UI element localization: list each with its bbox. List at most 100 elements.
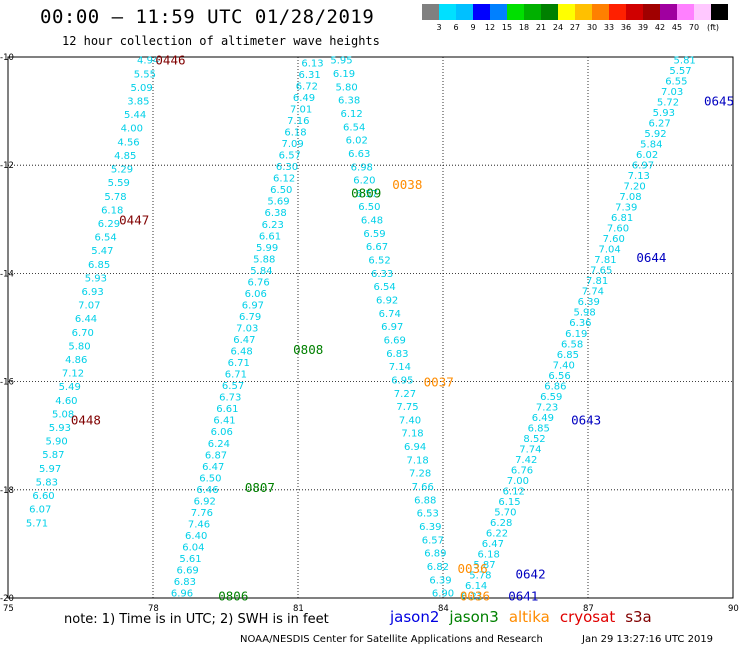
wave-height-value: 5.44	[124, 110, 146, 121]
wave-height-value: 7.08	[619, 192, 641, 203]
wave-height-value: 6.58	[561, 339, 583, 350]
wave-height-value: 6.02	[636, 150, 658, 161]
wave-height-value: 6.73	[219, 393, 241, 404]
wave-height-value: 6.22	[486, 528, 508, 539]
wave-height-value: 6.56	[548, 371, 570, 382]
legend-item-altika: altika	[508, 608, 550, 626]
wave-height-value: 7.46	[188, 519, 210, 530]
wave-height-value: 6.07	[29, 505, 51, 516]
wave-height-value: 5.87	[42, 450, 64, 461]
wave-height-value: 6.48	[361, 216, 383, 227]
wave-height-value: 6.38	[264, 208, 286, 219]
color-swatch	[660, 4, 677, 20]
wave-height-value: 6.96	[171, 589, 193, 600]
wave-height-value: 5.55	[134, 69, 156, 80]
wave-height-value: 6.39	[419, 522, 441, 533]
pass-time-label: 0036	[460, 588, 490, 603]
notes-text: note: 1) Time is in UTC; 2) SWH is in fe…	[64, 612, 329, 627]
wave-height-value: 5.70	[494, 507, 516, 518]
wave-height-value: 7.14	[389, 362, 411, 373]
wave-height-value: 6.50	[270, 185, 292, 196]
wave-height-value: 6.52	[368, 256, 390, 267]
wave-height-value: 6.61	[216, 404, 238, 415]
wave-height-value: 4.60	[55, 396, 77, 407]
color-scale-label: 27	[569, 23, 581, 32]
wave-height-value: 5.84	[250, 266, 272, 277]
x-tick-label: 84	[438, 604, 449, 614]
x-tick-label: 90	[728, 604, 739, 614]
wave-height-value: 6.13	[301, 58, 323, 69]
wave-height-value: 6.71	[228, 358, 250, 369]
wave-height-value: 6.28	[490, 518, 512, 529]
wave-height-value: 5.98	[573, 308, 595, 319]
wave-height-value: 6.72	[296, 81, 318, 92]
wave-height-value: 6.54	[95, 233, 117, 244]
x-tick-label: 75	[3, 604, 14, 614]
wave-height-value: 6.57	[279, 151, 301, 162]
wave-height-value: 6.12	[273, 174, 295, 185]
wave-height-value: 5.97	[39, 464, 61, 475]
color-scale-label: 3	[436, 23, 442, 32]
wave-height-value: 6.54	[374, 282, 396, 293]
color-scale-label: 21	[535, 23, 547, 32]
pass-time-label: 0036	[458, 561, 488, 576]
track-0641-0645: 5.815.576.557.035.725.936.275.925.846.02…	[461, 56, 696, 603]
color-swatch	[439, 4, 456, 20]
wave-height-value: 6.97	[632, 161, 654, 172]
legend-item-jason2: jason2	[390, 608, 440, 626]
wave-height-value: 6.14	[465, 581, 487, 592]
wave-height-value: 5.80	[335, 82, 357, 93]
wave-height-value: 4.00	[121, 124, 143, 135]
wave-height-value: 6.98	[351, 162, 373, 173]
wave-height-value: 7.16	[287, 116, 309, 127]
pass-time-label: 0806	[218, 588, 248, 603]
wave-height-value: 5.29	[111, 165, 133, 176]
wave-height-value: 6.79	[239, 312, 261, 323]
pass-time-label: 0641	[508, 588, 538, 603]
altimeter-tracks: 4.94 5.55 5.09 3.85 5.44 4.00 4.56 4.85 5.29 5.59…	[26, 56, 696, 603]
map-subtitle: 12 hour collection of altimeter wave hei…	[62, 34, 380, 48]
color-swatch	[711, 4, 728, 20]
pass-time-label: 0037	[424, 375, 454, 390]
wave-height-value: 6.27	[649, 119, 671, 130]
wave-height-value: 6.39	[578, 297, 600, 308]
wave-height-value: 6.23	[262, 220, 284, 231]
wave-height-value: 6.59	[540, 392, 562, 403]
wave-height-value: 5.49	[59, 382, 81, 393]
wave-height-value: 6.46	[196, 485, 218, 496]
y-tick-label: -10	[0, 53, 14, 63]
wave-height-value: 4.86	[65, 355, 87, 366]
wave-height-value: 7.40	[399, 415, 421, 426]
wave-height-value: 5.99	[256, 243, 278, 254]
wave-height-value: 5.93	[653, 108, 675, 119]
pass-time-label: 0446	[155, 53, 185, 68]
color-swatch	[643, 4, 660, 20]
color-scale-label: 18	[518, 23, 530, 32]
wave-height-value: 8.52	[523, 434, 545, 445]
wave-height-value: 7.18	[406, 455, 428, 466]
wave-height-value: 6.86	[544, 381, 566, 392]
color-swatch	[524, 4, 541, 20]
wave-height-value: 5.47	[91, 246, 113, 257]
color-swatch	[609, 4, 626, 20]
wave-height-value: 5.59	[108, 178, 130, 189]
wave-height-value: 6.20	[353, 176, 375, 187]
pass-time-label: 0808	[293, 342, 323, 357]
wave-height-value: 6.92	[194, 496, 216, 507]
wave-height-value: 7.12	[62, 369, 84, 380]
pass-time-label: 0038	[392, 177, 422, 192]
color-swatch	[541, 4, 558, 20]
wave-height-value: 5.80	[68, 341, 90, 352]
wave-height-value: 7.40	[553, 360, 575, 371]
color-swatch	[626, 4, 643, 20]
color-swatch	[677, 4, 694, 20]
wave-height-value: 6.21	[461, 591, 483, 602]
wave-height-value: 6.12	[503, 486, 525, 497]
wave-height-value: 4.56	[117, 137, 139, 148]
color-scale-label: 45	[671, 23, 683, 32]
wave-height-value: 5.61	[179, 554, 201, 565]
wave-height-value: 6.82	[427, 562, 449, 573]
wave-height-value: 7.28	[409, 469, 431, 480]
wave-height-value: 6.40	[185, 531, 207, 542]
axis-ticks: 75 78 81 84 87 90 -10 -12 -14 -16 -18 -20	[0, 53, 739, 614]
